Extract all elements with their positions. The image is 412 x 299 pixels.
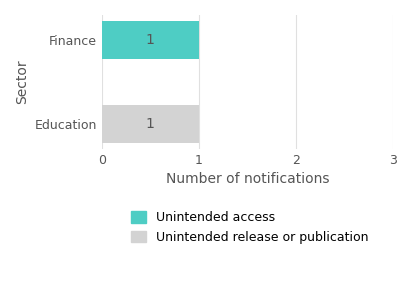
Text: 1: 1 [146,117,155,131]
Legend: Unintended access, Unintended release or publication: Unintended access, Unintended release or… [131,211,369,243]
Bar [102,105,199,143]
X-axis label: Number of notifications: Number of notifications [166,172,329,186]
Bar [102,21,199,59]
Text: 1: 1 [146,33,155,47]
Y-axis label: Sector: Sector [15,60,29,104]
